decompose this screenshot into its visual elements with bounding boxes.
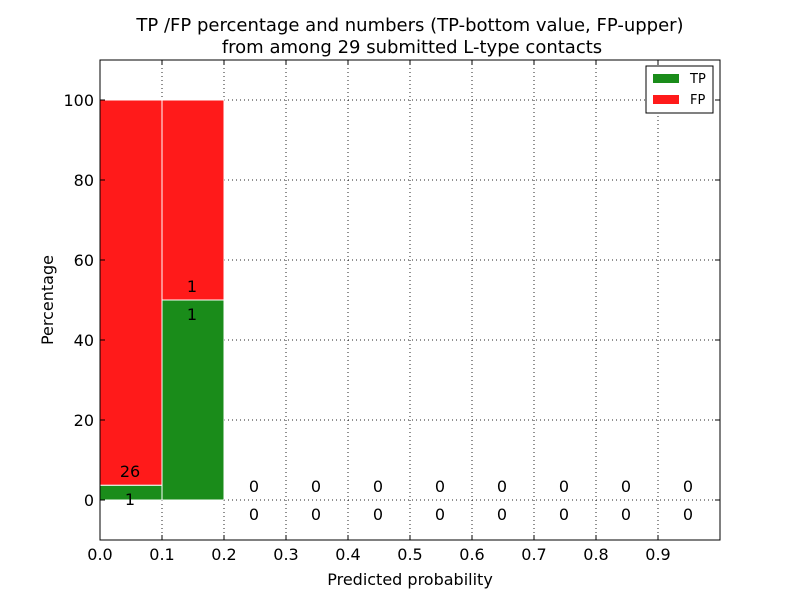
y-tick-label-0: 0 [84, 491, 94, 510]
fp-count-label-7: 0 [559, 477, 569, 496]
x-tick-label-4: 0.4 [335, 545, 360, 564]
tp-count-label-2: 0 [249, 505, 259, 524]
legend-label-tp: TP [689, 72, 706, 87]
y-tick-label-3: 60 [74, 251, 94, 270]
chart-title-line1: TP /FP percentage and numbers (TP-bottom… [135, 15, 683, 36]
tp-count-label-7: 0 [559, 505, 569, 524]
fp-count-label-2: 0 [249, 477, 259, 496]
tp-count-label-4: 0 [373, 505, 383, 524]
y-tick-label-1: 20 [74, 411, 94, 430]
fp-count-label-3: 0 [311, 477, 321, 496]
ticks: 0.0 0.1 0.2 0.3 0.4 0.5 0.6 0.7 0.8 0.9 0 20 40 60 80 1… [63, 60, 720, 564]
fp-count-label-1: 1 [187, 277, 197, 296]
fp-count-label-8: 0 [621, 477, 631, 496]
legend: TP FP [645, 65, 714, 114]
chart-title-line2: from among 29 submitted L-type contacts [222, 37, 602, 58]
y-tick-label-4: 80 [74, 171, 94, 190]
x-axis-label: Predicted probability [327, 570, 493, 589]
bar-fp-1 [161, 99, 225, 301]
x-tick-label-9: 0.9 [645, 545, 670, 564]
x-tick-label-7: 0.7 [521, 545, 546, 564]
legend-swatch-fp [653, 95, 679, 104]
tp-count-label-9: 0 [683, 505, 693, 524]
x-tick-label-8: 0.8 [583, 545, 608, 564]
fp-count-label-4: 0 [373, 477, 383, 496]
bar-tp-1 [161, 299, 225, 501]
tp-count-label-0: 1 [125, 490, 135, 509]
bar-fp-0 [99, 99, 163, 486]
x-tick-label-6: 0.6 [459, 545, 484, 564]
count-labels: 26 1 1 1 0 0 0 0 0 0 0 0 0 0 0 0 0 0 0 0 [120, 277, 693, 524]
x-tick-label-2: 0.2 [211, 545, 236, 564]
legend-label-fp: FP [690, 93, 705, 108]
x-tick-label-5: 0.5 [397, 545, 422, 564]
tp-count-label-6: 0 [497, 505, 507, 524]
x-tick-label-1: 0.1 [149, 545, 174, 564]
fp-count-label-6: 0 [497, 477, 507, 496]
y-tick-label-2: 40 [74, 331, 94, 350]
tp-count-label-5: 0 [435, 505, 445, 524]
tp-count-label-8: 0 [621, 505, 631, 524]
fp-count-label-5: 0 [435, 477, 445, 496]
x-tick-label-0: 0.0 [87, 545, 112, 564]
y-axis-label: Percentage [38, 255, 57, 345]
legend-box [645, 65, 714, 114]
y-tick-label-5: 100 [63, 91, 94, 110]
x-tick-label-3: 0.3 [273, 545, 298, 564]
fp-count-label-9: 0 [683, 477, 693, 496]
fp-count-label-0: 26 [120, 462, 140, 481]
tp-count-label-1: 1 [187, 305, 197, 324]
legend-swatch-tp [653, 74, 679, 83]
tp-count-label-3: 0 [311, 505, 321, 524]
bars [99, 99, 225, 501]
